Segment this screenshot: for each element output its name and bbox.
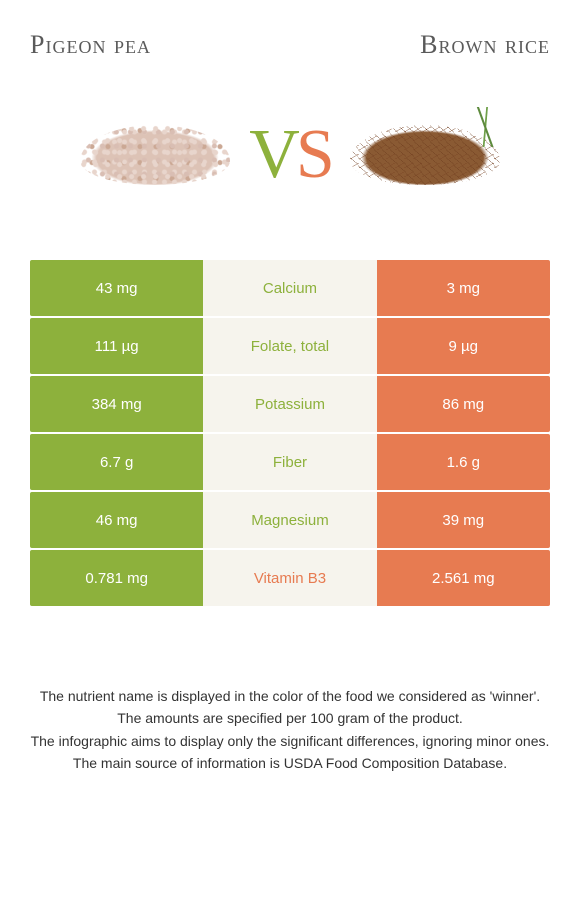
nutrient-label: Vitamin B3 bbox=[203, 550, 376, 606]
vs-row: VS bbox=[30, 90, 550, 220]
left-value: 111 µg bbox=[30, 318, 203, 374]
footer-line: The main source of information is USDA F… bbox=[30, 753, 550, 773]
right-value: 1.6 g bbox=[377, 434, 550, 490]
nutrient-label: Folate, total bbox=[203, 318, 376, 374]
left-value: 384 mg bbox=[30, 376, 203, 432]
left-value: 6.7 g bbox=[30, 434, 203, 490]
footer-line: The infographic aims to display only the… bbox=[30, 731, 550, 751]
table-row: 46 mgMagnesium39 mg bbox=[30, 492, 550, 548]
right-food-image bbox=[345, 100, 505, 210]
right-value: 9 µg bbox=[377, 318, 550, 374]
right-food-title: Brown rice bbox=[420, 30, 550, 60]
right-value: 3 mg bbox=[377, 260, 550, 316]
table-row: 6.7 gFiber1.6 g bbox=[30, 434, 550, 490]
nutrient-label: Calcium bbox=[203, 260, 376, 316]
right-value: 2.561 mg bbox=[377, 550, 550, 606]
nutrient-label: Fiber bbox=[203, 434, 376, 490]
nutrient-label: Potassium bbox=[203, 376, 376, 432]
footer-line: The nutrient name is displayed in the co… bbox=[30, 686, 550, 706]
vs-label: VS bbox=[249, 115, 331, 195]
table-row: 43 mgCalcium3 mg bbox=[30, 260, 550, 316]
left-value: 46 mg bbox=[30, 492, 203, 548]
left-food-image bbox=[75, 100, 235, 210]
right-value: 39 mg bbox=[377, 492, 550, 548]
table-row: 384 mgPotassium86 mg bbox=[30, 376, 550, 432]
comparison-table: 43 mgCalcium3 mg111 µgFolate, total9 µg3… bbox=[30, 260, 550, 606]
footer-notes: The nutrient name is displayed in the co… bbox=[30, 686, 550, 773]
vs-v: V bbox=[249, 116, 296, 193]
table-row: 0.781 mgVitamin B32.561 mg bbox=[30, 550, 550, 606]
pigeon-pea-icon bbox=[80, 125, 230, 185]
vs-s: S bbox=[296, 116, 331, 193]
header: Pigeon pea Brown rice bbox=[30, 30, 550, 60]
right-value: 86 mg bbox=[377, 376, 550, 432]
brown-rice-icon bbox=[350, 125, 500, 185]
left-food-title: Pigeon pea bbox=[30, 30, 151, 60]
left-value: 0.781 mg bbox=[30, 550, 203, 606]
footer-line: The amounts are specified per 100 gram o… bbox=[30, 708, 550, 728]
nutrient-label: Magnesium bbox=[203, 492, 376, 548]
table-row: 111 µgFolate, total9 µg bbox=[30, 318, 550, 374]
left-value: 43 mg bbox=[30, 260, 203, 316]
